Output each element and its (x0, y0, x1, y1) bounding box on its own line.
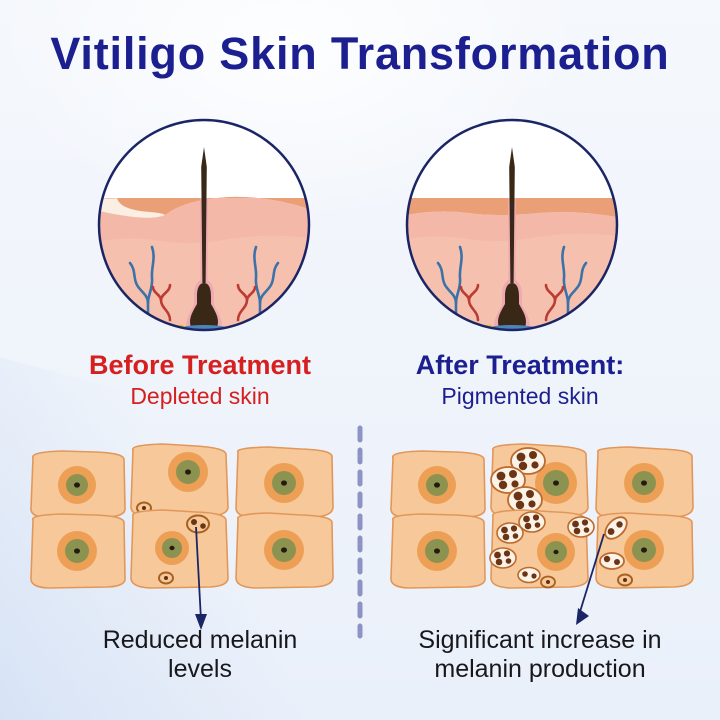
svg-text:Reduced melanin: Reduced melanin (103, 626, 298, 654)
svg-text:Significant increase in: Significant increase in (418, 626, 661, 654)
svg-text:levels: levels (168, 655, 232, 683)
svg-text:melanin production: melanin production (434, 655, 645, 683)
